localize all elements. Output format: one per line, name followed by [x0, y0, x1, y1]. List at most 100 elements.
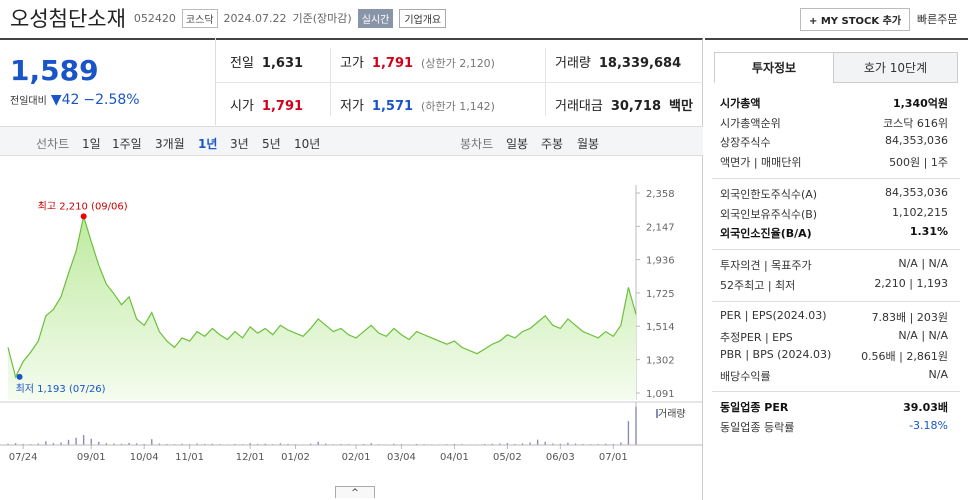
volume-bar [45, 441, 47, 445]
stat-label: 거래대금 [555, 99, 603, 114]
realtime-button[interactable]: 실시간 [357, 8, 394, 28]
volume-bar [120, 443, 123, 445]
info-value: -3.18% [909, 418, 948, 432]
volume-bar [325, 443, 327, 445]
volume-bar [582, 443, 584, 445]
price-line [7, 213, 637, 379]
collapse-button[interactable]: ^ [335, 486, 375, 498]
volume-bar [211, 443, 213, 445]
divider [215, 38, 216, 125]
info-row: 추정PER | EPS N/A | N/A [720, 329, 948, 345]
volume-bar [393, 443, 395, 445]
market-badge: 코스닥 [181, 8, 218, 28]
volume-bar [506, 443, 509, 445]
volume-bar [491, 443, 493, 445]
info-label: 외국인소진율(B/A) [720, 227, 812, 240]
volume-bar [521, 443, 524, 445]
info-value: 1,340억원 [892, 97, 948, 110]
chart-tab[interactable]: 일봉 [506, 137, 529, 151]
chart-tab[interactable]: 주봉 [541, 137, 564, 151]
volume-bar [22, 443, 24, 445]
stat-value: 1,571 [371, 99, 414, 114]
y-tick-label: 1,725 [646, 289, 675, 300]
volume-bar [181, 443, 183, 445]
chart-tab[interactable]: 1년 [198, 137, 218, 151]
x-tick-label: 06/03 [546, 452, 575, 463]
date: 2024.07.22 [223, 11, 287, 25]
info-label: 52주최고 | 최저 [720, 278, 796, 292]
volume-bar [98, 441, 100, 445]
x-tick-label: 12/01 [236, 452, 265, 463]
volume-label: 거래량 [658, 408, 686, 420]
chart-tab[interactable]: 월봉 [577, 137, 600, 151]
volume-bar [340, 443, 342, 445]
info-value: N/A | N/A [898, 257, 948, 270]
volume-bar [483, 443, 486, 445]
y-tick-label: 1,091 [646, 389, 675, 400]
info-value: 39.03배 [903, 401, 948, 414]
volume-bar [370, 443, 372, 445]
volume-bar [166, 443, 168, 445]
info-row: PBR | BPS (2024.03) 0.56배 | 2,861원 [720, 348, 948, 364]
info-row: 액면가 | 매매단위 500원 | 1주 [720, 154, 948, 170]
stat-value: 18,339,684 [598, 56, 682, 71]
stat-label: 거래량 [555, 56, 591, 71]
stat: 거래량 18,339,684 [555, 52, 681, 71]
volume-bar [90, 438, 92, 445]
high-marker [80, 213, 87, 220]
chart-tabs: 선차트 1일 1주일 3개월 1년 3년 5년 10년 봉차트 일봉 주봉 월봉 [0, 126, 703, 156]
info-tab[interactable]: 투자정보 [714, 52, 834, 83]
volume-bar [287, 443, 289, 445]
x-tick-label: 07/24 [9, 452, 38, 463]
chart-tab[interactable]: 1일 [82, 137, 101, 151]
chart-tab[interactable]: 3개월 [155, 137, 185, 151]
quick-order-button[interactable]: 빠른주문 [917, 13, 958, 26]
right-panel [705, 38, 968, 500]
volume-bar [544, 441, 546, 445]
volume-bar [415, 443, 418, 445]
chart-tab[interactable]: 1주일 [112, 137, 142, 151]
info-label: 외국인보유주식수(B) [720, 207, 818, 221]
x-tick-label: 02/01 [342, 452, 371, 463]
chart-tab[interactable]: 10년 [294, 137, 321, 151]
info-row: 배당수익률 N/A [720, 368, 948, 384]
volume-bar [612, 443, 615, 445]
company-info-dropdown[interactable]: 기업개요 [399, 8, 447, 28]
volume-bar [196, 443, 198, 445]
volume-bar [605, 443, 607, 445]
stat-label: 저가 [340, 99, 364, 114]
info-row: PER | EPS(2024.03) 7.83배 | 203원 [720, 309, 948, 325]
info-row: 동일업종 등락률 -3.18% [720, 419, 948, 435]
x-tick-label: 03/04 [387, 452, 416, 463]
info-label: PER | EPS(2024.03) [720, 309, 827, 322]
volume-bar [75, 437, 77, 445]
info-value: 1.31% [909, 225, 948, 238]
stat-label: 전일 [230, 56, 254, 71]
volume-bar [536, 439, 539, 445]
volume-bar [113, 443, 115, 445]
chart-tab[interactable]: 5년 [262, 137, 281, 151]
info-label: 시가총액 [720, 97, 761, 110]
stat-label: 고가 [340, 56, 364, 71]
high-label: 최고 2,210 (09/06) [38, 200, 128, 212]
volume-bar [567, 442, 569, 445]
stat-note: (하한가 1,142) [421, 100, 495, 113]
volume-bar [559, 443, 562, 445]
x-tick-label: 05/02 [493, 452, 522, 463]
my-stock-button[interactable]: + MY STOCK 추가 [800, 8, 911, 31]
divider [215, 82, 703, 83]
chart-tab[interactable]: 3년 [230, 137, 249, 151]
info-label: 동일업종 등락률 [720, 420, 795, 434]
volume-bar [362, 443, 365, 445]
current-price: 1,589 [10, 54, 99, 87]
volume-bar [151, 439, 153, 445]
info-tab[interactable]: 호가 10단계 [833, 52, 958, 83]
info-value: 코스닥 616위 [883, 116, 948, 130]
volume-bar [574, 443, 577, 445]
volume-bar [317, 441, 319, 445]
x-tick-label: 04/01 [440, 452, 469, 463]
volume-bar [264, 443, 266, 445]
stat-label: 시가 [230, 99, 254, 114]
change-amount: ▼42 [50, 92, 80, 108]
